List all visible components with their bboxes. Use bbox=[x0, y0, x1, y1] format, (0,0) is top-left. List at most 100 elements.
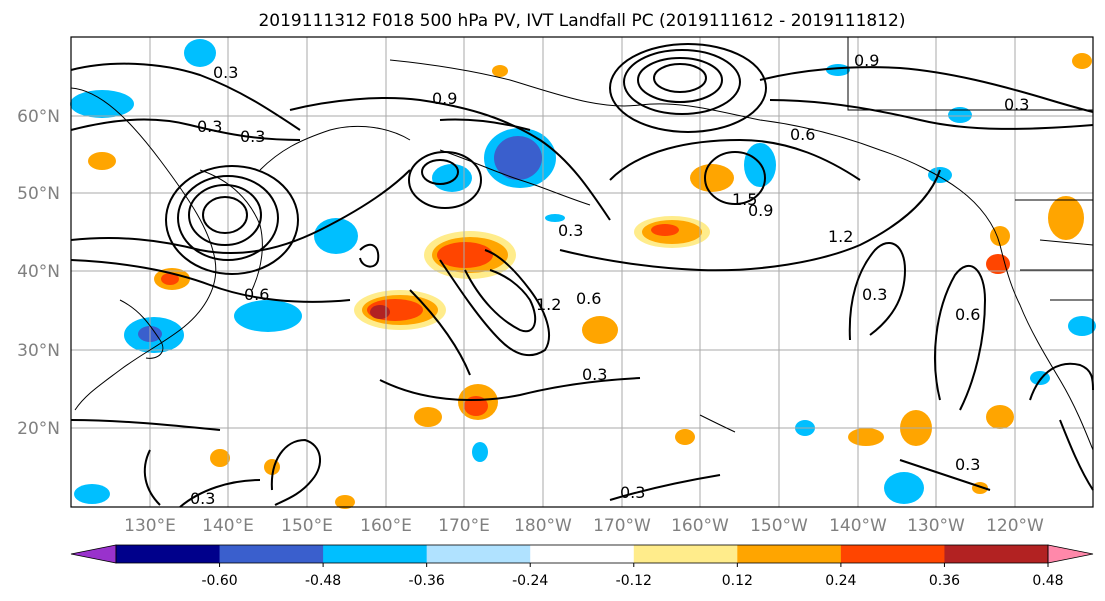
shading-positive bbox=[1072, 53, 1092, 69]
contour-line bbox=[623, 49, 741, 115]
contour-line bbox=[179, 479, 261, 508]
colorbar-segment bbox=[944, 545, 1049, 563]
contour-line bbox=[70, 169, 411, 255]
colorbar-tick-label: 0.12 bbox=[722, 573, 753, 589]
pv-contours bbox=[70, 43, 1094, 508]
contour-label: 1.5 bbox=[732, 190, 757, 209]
contour-label: 0.3 bbox=[582, 365, 607, 384]
shading-negative bbox=[545, 214, 565, 222]
contour-line bbox=[165, 165, 299, 275]
contour-line bbox=[637, 57, 723, 103]
contour-line bbox=[464, 269, 537, 333]
shading-positive bbox=[651, 224, 679, 236]
boundary-us-states bbox=[1020, 239, 1094, 301]
lat-label: 50°N bbox=[17, 184, 60, 204]
contour-line bbox=[439, 118, 531, 131]
shading-negative bbox=[314, 218, 358, 254]
contour-label: 0.9 bbox=[854, 51, 879, 70]
contour-line bbox=[270, 438, 321, 506]
contour-label: 1.2 bbox=[828, 227, 853, 246]
shading-negative bbox=[948, 107, 972, 123]
latitude-axis: 60°N 50°N 40°N 30°N 20°N bbox=[17, 107, 60, 439]
contour-label: 0.6 bbox=[790, 125, 815, 144]
lon-label: 120°W bbox=[986, 516, 1044, 536]
contour-label: 0.3 bbox=[197, 117, 222, 136]
lon-label: 140°W bbox=[829, 516, 887, 536]
colorbar-segment bbox=[116, 545, 221, 563]
shading-positive bbox=[675, 429, 695, 445]
coastline-hawaii bbox=[699, 414, 736, 433]
colorbar-tick-label: -0.24 bbox=[512, 573, 548, 589]
colorbar-tick-label: 0.24 bbox=[825, 573, 856, 589]
colorbar-tick-label: -0.12 bbox=[616, 573, 652, 589]
lon-label: 180°W bbox=[514, 516, 572, 536]
colorbar-segment bbox=[633, 545, 738, 563]
colorbar-ticks: -0.60 -0.48 -0.36 -0.24 -0.12 0.12 0.24 0.36 0.4… bbox=[201, 563, 1064, 589]
shading-negative bbox=[494, 136, 542, 180]
contour-label: 0.9 bbox=[432, 89, 457, 108]
lat-label: 40°N bbox=[17, 262, 60, 282]
shading-positive bbox=[848, 428, 884, 446]
contour-label: 0.3 bbox=[1004, 95, 1029, 114]
colorbar-segment bbox=[530, 545, 635, 563]
colorbar-frame bbox=[115, 544, 1049, 564]
colorbar-tick-label: 0.48 bbox=[1032, 573, 1063, 589]
coastline-asia bbox=[70, 87, 217, 411]
colorbar: -0.60 -0.48 -0.36 -0.24 -0.12 0.12 0.24 0.36 0.4… bbox=[70, 544, 1094, 589]
contour-line bbox=[848, 241, 907, 341]
colorbar-tick-label: 0.36 bbox=[929, 573, 960, 589]
shading-negative bbox=[432, 164, 472, 192]
graticule bbox=[71, 37, 1093, 507]
shading-negative bbox=[472, 442, 488, 462]
colorbar-tick-label: -0.48 bbox=[305, 573, 341, 589]
coastline-north-america bbox=[389, 59, 1094, 451]
shading-negative bbox=[928, 167, 952, 183]
contour-line bbox=[70, 259, 351, 303]
shading-positive bbox=[335, 495, 355, 509]
shading-negative bbox=[70, 90, 134, 118]
shading-positive bbox=[986, 405, 1014, 429]
shading-positive bbox=[88, 152, 116, 170]
colorbar-extend-min bbox=[70, 544, 117, 564]
shading-positive bbox=[437, 242, 493, 268]
shading-positive bbox=[690, 164, 734, 192]
contour-line bbox=[609, 138, 861, 181]
shading-positive bbox=[210, 449, 230, 467]
shading-positive bbox=[414, 407, 442, 427]
colorbar-tick-label: -0.60 bbox=[201, 573, 237, 589]
contour-line bbox=[653, 63, 707, 93]
contour-line bbox=[409, 289, 471, 376]
contour-label: 0.3 bbox=[240, 127, 265, 146]
colorbar-segments bbox=[70, 544, 1094, 564]
shading-negative bbox=[1068, 316, 1096, 336]
boundary-alaska bbox=[847, 37, 1093, 111]
lon-label: 140°E bbox=[202, 516, 254, 536]
contour-label: 0.6 bbox=[955, 305, 980, 324]
contour-line bbox=[609, 474, 721, 501]
contour-line bbox=[177, 175, 279, 261]
contour-label: 0.3 bbox=[213, 63, 238, 82]
contour-label: 0.3 bbox=[620, 483, 645, 502]
contour-line bbox=[70, 118, 301, 141]
coastline-japan bbox=[119, 299, 164, 359]
contour-line bbox=[421, 159, 459, 185]
shading-positive bbox=[1048, 196, 1084, 240]
contour-line bbox=[379, 377, 641, 401]
colorbar-segment bbox=[323, 545, 428, 563]
contour-label: 0.9 bbox=[748, 201, 773, 220]
contour-line bbox=[609, 43, 767, 133]
contour-line bbox=[70, 419, 221, 431]
lon-label: 160°E bbox=[360, 516, 412, 536]
contour-label: 0.3 bbox=[190, 489, 215, 508]
contour-line bbox=[899, 459, 991, 491]
lon-label: 130°E bbox=[124, 516, 176, 536]
lat-label: 20°N bbox=[17, 419, 60, 439]
shading-negative bbox=[826, 64, 850, 76]
lon-label: 130°W bbox=[907, 516, 965, 536]
contour-line bbox=[289, 97, 611, 221]
shading-positive bbox=[370, 305, 390, 319]
colorbar-segment bbox=[219, 545, 324, 563]
contour-line bbox=[759, 66, 1094, 113]
colorbar-segment bbox=[426, 545, 531, 563]
